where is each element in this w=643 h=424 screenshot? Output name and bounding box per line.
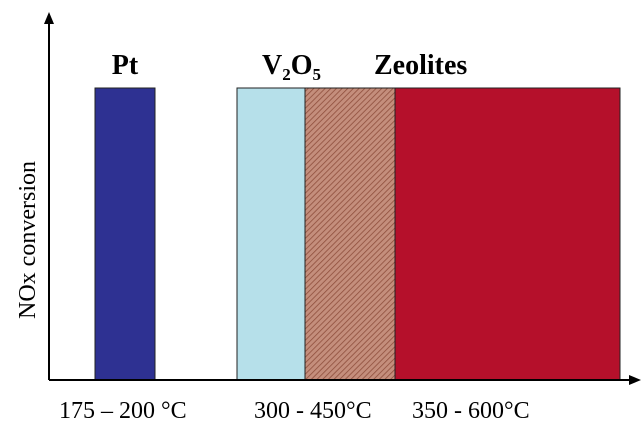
bar-v2o5	[236, 87, 306, 381]
label-pt: Pt	[112, 50, 139, 81]
y-axis-arrow	[44, 12, 54, 24]
x-axis-arrow	[629, 375, 641, 385]
y-axis-label: NOx conversion	[15, 161, 41, 319]
bar-pt	[94, 87, 156, 381]
label-zeolites: Zeolites	[374, 50, 467, 81]
range-label-pt: 175 – 200 °C	[59, 398, 187, 424]
bar-v2o5-zeolites-overlap	[304, 87, 396, 381]
bar-zeolites	[394, 87, 621, 381]
range-label-zeolites: 350 - 600°C	[412, 398, 530, 424]
label-v2o5: V2O5	[262, 50, 321, 84]
range-label-v2o5: 300 - 450°C	[254, 398, 372, 424]
